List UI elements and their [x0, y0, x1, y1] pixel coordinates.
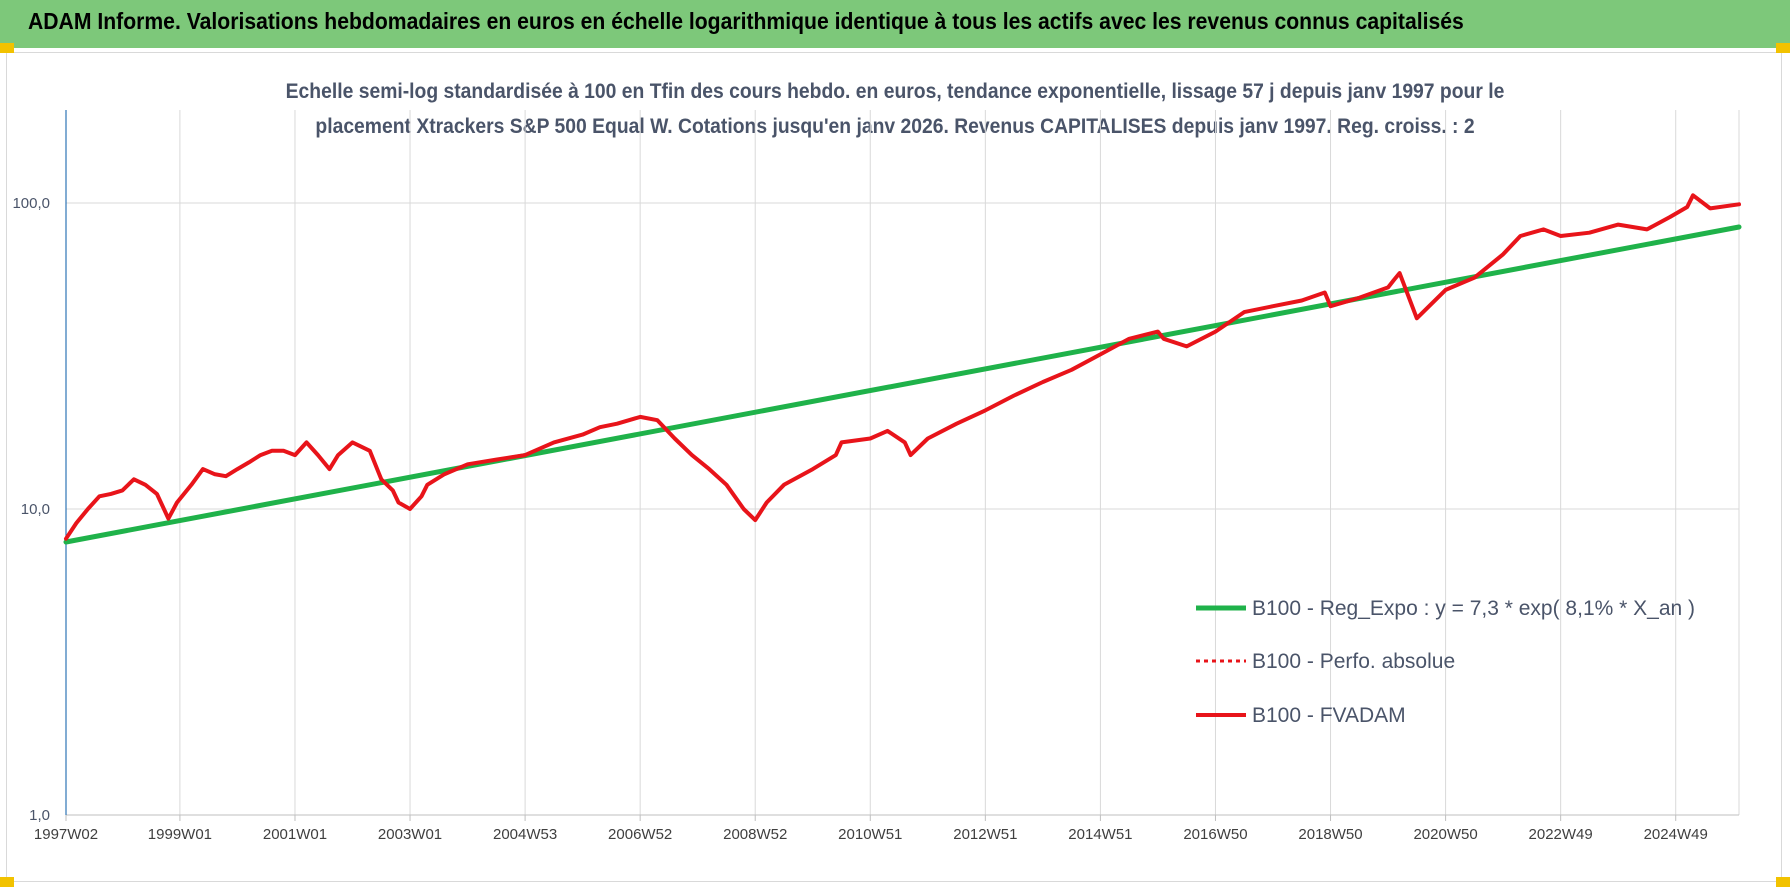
- frame-corner-bottom-left: [0, 877, 14, 887]
- chart-frame: [6, 52, 1782, 882]
- x-tick-label: 2006W52: [608, 826, 672, 843]
- frame-corner-top-right: [1776, 43, 1790, 53]
- x-tick-label: 2018W50: [1298, 826, 1362, 843]
- chart-title-line-1: Echelle semi-log standardisée à 100 en T…: [285, 80, 1505, 103]
- x-tick-label: 2010W51: [838, 826, 902, 843]
- x-tick-label: 2020W50: [1413, 826, 1477, 843]
- x-tick-label: 2003W01: [378, 826, 442, 843]
- axis-layer: 1997W02 1999W01 2001W01 2003W01 2004W53 2006W…: [12, 110, 1708, 843]
- grid-layer: [66, 110, 1740, 816]
- legend-entry-reg-expo-label: B100 - Reg_Expo : y = 7,3 * exp( 8,1% * …: [1252, 597, 1695, 620]
- legend-layer: B100 - Reg_Expo : y = 7,3 * exp( 8,1% * …: [1196, 597, 1695, 727]
- report-banner: ADAM Informe. Valorisations hebdomadaire…: [0, 0, 1790, 48]
- regression-trend-line: [63, 224, 1742, 545]
- y-tick-label: 10,0: [21, 501, 50, 518]
- x-tick-label: 2008W52: [723, 826, 787, 843]
- x-tick-label: 2014W51: [1068, 826, 1132, 843]
- x-tick-label: 2024W49: [1644, 826, 1708, 843]
- series-layer: [63, 193, 1742, 545]
- frame-corner-bottom-right: [1776, 877, 1790, 887]
- frame-corner-top-left: [0, 43, 14, 53]
- chart-title: Echelle semi-log standardisée à 100 en T…: [200, 74, 1589, 144]
- fvadam-price-line: [64, 193, 1741, 541]
- x-tick-label: 1997W02: [34, 826, 98, 843]
- x-tick-label: 2016W50: [1183, 826, 1247, 843]
- legend-entry-fvadam-label: B100 - FVADAM: [1252, 704, 1406, 727]
- y-tick-label: 1,0: [29, 807, 50, 824]
- chart-title-line-2: placement Xtrackers S&P 500 Equal W. Cot…: [315, 115, 1475, 138]
- y-tick-label: 100,0: [12, 195, 50, 212]
- x-tick-label: 2012W51: [953, 826, 1017, 843]
- x-tick-label: 2022W49: [1529, 826, 1593, 843]
- x-tick-label: 2001W01: [263, 826, 327, 843]
- legend-entry-perfo-absolue-label: B100 - Perfo. absolue: [1252, 650, 1455, 673]
- x-tick-label: 1999W01: [148, 826, 212, 843]
- x-tick-label: 2004W53: [493, 826, 557, 843]
- report-title: ADAM Informe. Valorisations hebdomadaire…: [28, 8, 1464, 34]
